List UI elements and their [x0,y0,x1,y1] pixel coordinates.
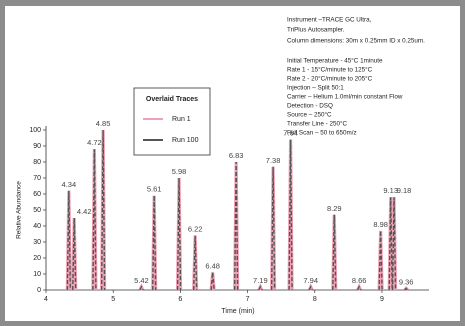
y-tick-label: 50 [33,207,41,214]
peak-label: 6.48 [205,261,220,270]
peak [258,285,263,291]
note: Column dimensions: 30m x 0.25mm ID x 0.2… [287,38,425,45]
peak [92,149,97,291]
legend-title: Overlaid Traces [146,96,198,103]
peak [176,177,182,291]
peak [192,235,198,291]
note: Injection – Split 50:1 [287,85,344,92]
peak-label: 4.72 [87,138,102,147]
y-tick-label: 20 [33,255,41,262]
y-tick-label: 90 [33,143,41,150]
x-tick-label: 6 [178,296,182,303]
peak [139,285,144,291]
peak-label: 5.42 [134,276,149,285]
x-tick-label: 5 [111,296,115,303]
legend-label: Run 100 [172,137,199,144]
peak-label: 5.61 [147,185,162,194]
y-tick-label: 0 [37,287,41,294]
peak [151,195,157,291]
peak-label: 7.64 [283,129,298,138]
x-axis-title: Time (min) [221,308,254,315]
peak-label: 7.19 [253,276,268,285]
peak-label: 6.22 [188,225,203,234]
peak [356,285,362,291]
y-tick-label: 30 [33,239,41,246]
peak-label: 4.85 [96,119,111,128]
note: Detection - DSQ [287,103,333,110]
x-tick-label: 8 [313,296,317,303]
peak [233,161,239,291]
peak [270,166,276,291]
note: Carrier – Helium 1.0ml/min constant Flow [287,94,403,101]
peak-label: 8.29 [327,204,342,213]
x-tick-label: 4 [44,296,48,303]
peak-label: 7.94 [303,276,318,285]
peak-label: 9.18 [397,186,412,195]
peak-label: 6.83 [229,151,244,160]
note: Rate 2 - 20°C/minute to 205°C [287,75,373,83]
peak [404,287,409,291]
y-tick-label: 70 [33,175,41,182]
peak-label: 8.98 [373,220,388,229]
peak [332,214,337,291]
peak [72,217,77,291]
peak-label: 7.38 [266,156,281,165]
note: Transfer Line - 250°C [287,120,347,128]
y-tick-label: 60 [33,191,41,198]
legend-label: Run 1 [172,116,191,123]
note: Initial Temperature - 45°C 1minute [287,57,383,65]
peak [308,285,313,291]
y-tick-label: 40 [33,223,41,230]
panel [5,6,460,321]
peak [100,129,106,291]
peak [288,139,293,291]
peak [388,197,393,291]
peak [209,272,216,291]
peak-label: 4.34 [62,180,77,189]
note: Source – 250°C [287,111,332,119]
note: Full Scan – 50 to 650m/z [287,130,357,137]
y-tick-label: 80 [33,159,41,166]
peak-label: 8.66 [352,276,367,285]
peak-label: 9.13 [383,186,398,195]
peak [391,197,397,291]
peak [66,190,72,291]
peak-label: 4.42 [77,207,92,216]
y-tick-label: 100 [29,127,41,134]
x-tick-label: 7 [246,296,250,303]
peak-label: 5.98 [172,167,187,176]
note: Rate 1 - 15°C/minute to 125°C [287,66,373,74]
note: TriPlus Autosampler. [287,27,345,34]
y-axis-title: Relative Abundance [16,181,23,239]
y-tick-label: 10 [33,271,41,278]
x-tick-label: 9 [380,296,384,303]
note: Instrument –TRACE GC Ultra, [287,17,372,24]
peak-label: 9.36 [399,277,414,286]
legend-box [133,87,211,156]
peak [378,230,383,291]
